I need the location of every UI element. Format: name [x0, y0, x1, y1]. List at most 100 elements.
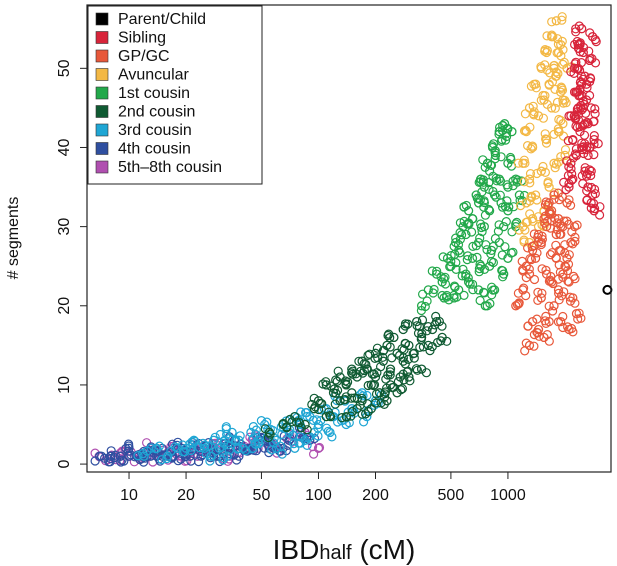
data-point: [529, 341, 539, 351]
data-point: [327, 432, 337, 442]
data-point: [534, 331, 544, 341]
data-point: [550, 213, 560, 223]
data-point: [370, 398, 381, 408]
data-point: [263, 432, 273, 443]
data-point: [313, 431, 323, 441]
data-point: [479, 196, 489, 206]
data-point: [116, 457, 126, 467]
data-point: [455, 248, 465, 258]
data-point: [167, 453, 177, 463]
data-point: [512, 175, 523, 185]
x-axis-title-main: IBD: [273, 534, 320, 565]
data-point: [492, 176, 502, 186]
data-point: [567, 169, 577, 179]
data-point: [548, 31, 558, 42]
data-point: [566, 175, 577, 185]
data-point: [308, 415, 318, 425]
data-point: [429, 284, 439, 295]
data-point: [445, 262, 455, 272]
data-point: [523, 321, 533, 331]
data-point: [543, 177, 553, 187]
data-point: [499, 221, 509, 232]
data-point: [453, 239, 464, 250]
data-point: [528, 101, 538, 111]
data-point: [468, 285, 478, 295]
data-point: [467, 253, 478, 263]
data-point: [558, 269, 568, 279]
data-point: [549, 301, 559, 311]
data-point: [146, 443, 156, 453]
data-point: [560, 95, 570, 105]
data-point: [206, 451, 216, 461]
data-point: [452, 292, 462, 302]
data-point: [584, 165, 595, 175]
data-point: [363, 380, 373, 391]
data-point: [542, 45, 553, 56]
data-point: [457, 230, 467, 240]
data-point: [317, 399, 327, 409]
data-point: [565, 296, 576, 306]
data-point: [514, 298, 524, 308]
series-avuncular: [513, 12, 577, 251]
data-point: [522, 243, 533, 253]
data-point: [542, 99, 552, 110]
data-point: [549, 194, 559, 204]
data-point: [403, 354, 413, 364]
data-point: [221, 422, 231, 432]
data-point: [486, 245, 497, 256]
data-point: [550, 103, 560, 113]
data-point: [90, 456, 100, 466]
series-gp-gc: [511, 188, 586, 356]
data-point: [553, 288, 564, 298]
data-point: [565, 292, 575, 302]
x-axis-title-sub: half: [319, 542, 352, 564]
data-point: [393, 377, 403, 387]
data-point: [479, 202, 489, 212]
data-point: [215, 429, 225, 440]
x-tick-label: 50: [253, 487, 271, 504]
data-point: [220, 435, 230, 445]
data-point: [416, 305, 426, 316]
legend-swatch: [95, 49, 109, 63]
data-point: [321, 411, 331, 422]
data-point: [580, 139, 590, 149]
data-point: [416, 301, 427, 311]
data-point: [332, 376, 342, 386]
data-point: [585, 54, 595, 64]
data-point: [578, 74, 588, 84]
data-point: [187, 437, 197, 447]
data-point: [558, 322, 568, 333]
data-point: [379, 399, 389, 409]
data-point: [501, 128, 511, 138]
data-point: [442, 336, 452, 346]
data-point: [269, 438, 279, 448]
data-point: [514, 225, 524, 235]
data-point: [151, 444, 161, 454]
data-point: [474, 264, 484, 274]
data-point: [471, 241, 481, 251]
data-point: [476, 222, 486, 233]
data-point: [525, 169, 536, 179]
data-point: [556, 152, 566, 162]
data-point: [486, 249, 496, 259]
data-point: [313, 443, 324, 453]
data-point: [593, 139, 603, 149]
data-point: [580, 119, 590, 129]
data-point: [482, 301, 492, 311]
data-point: [588, 198, 599, 209]
legend-label: Parent/Child: [118, 11, 206, 28]
data-point: [570, 236, 580, 246]
data-point: [106, 446, 116, 456]
series-2nd-cousin: [260, 311, 452, 443]
data-point: [561, 98, 571, 108]
data-point: [531, 83, 541, 93]
data-point: [586, 203, 596, 213]
data-point: [585, 76, 595, 87]
data-point: [529, 110, 539, 120]
x-tick-label: 1000: [490, 487, 526, 504]
legend-label: 3rd cousin: [118, 122, 192, 139]
data-point: [488, 257, 498, 268]
data-point: [365, 349, 375, 359]
data-point: [439, 274, 449, 284]
